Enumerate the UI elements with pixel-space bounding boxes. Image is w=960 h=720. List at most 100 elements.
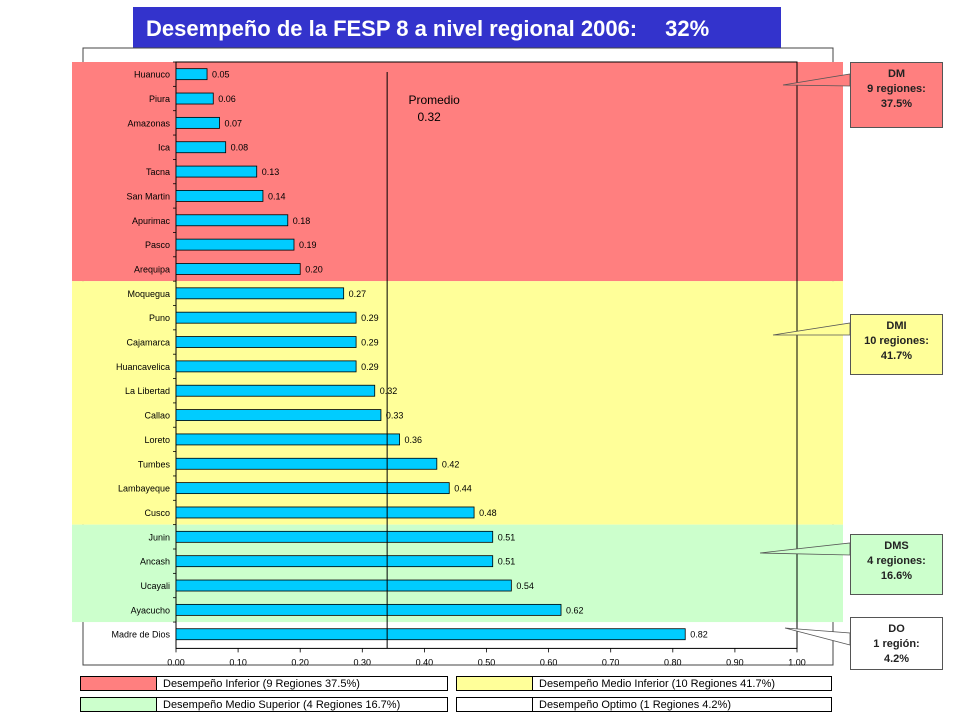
bar-tacna (175, 165, 258, 178)
callout-dmi: DMI 10 regiones: 41.7% (850, 314, 943, 375)
callout-dmi-pct: 41.7% (880, 350, 913, 362)
slide-title: Desempeño de la FESP 8 a nivel regional … (133, 7, 781, 50)
bar-san-martin (175, 190, 264, 202)
value-label: 0.42 (442, 459, 460, 469)
average-value-label: 0.32 (417, 110, 441, 124)
legend-item-optimo: Desempeño Optimo (1 Regiones 4.2%) (456, 697, 832, 712)
bar-junin (175, 530, 494, 543)
category-label: Tumbes (138, 459, 171, 469)
value-label: 0.51 (498, 557, 516, 567)
category-label: Ica (158, 143, 170, 153)
value-label: 0.62 (566, 605, 584, 615)
value-label: 0.29 (361, 313, 379, 323)
value-label: 0.27 (349, 289, 367, 299)
category-label: Moquegua (127, 289, 170, 299)
bar-apurimac (175, 214, 289, 227)
callout-do-count: 1 región: (873, 638, 920, 650)
value-label: 0.51 (498, 532, 516, 542)
category-label: Madre de Dios (111, 630, 170, 640)
legend-label-medio-superior: Desempeño Medio Superior (4 Regiones 16.… (163, 698, 401, 711)
category-label: Cusco (144, 508, 170, 518)
legend-label-medio-inferior: Desempeño Medio Inferior (10 Regiones 41… (539, 677, 776, 690)
value-label: 0.13 (262, 167, 280, 177)
average-label: Promedio (408, 93, 460, 107)
legend-swatch-medio-superior (81, 698, 157, 711)
bar-cusco (175, 506, 475, 519)
bar-ancash (175, 555, 494, 568)
x-tick-label: 0.50 (478, 657, 496, 667)
category-label: Pasco (145, 240, 170, 250)
value-label: 0.20 (305, 264, 323, 274)
category-label: Ayacucho (131, 605, 170, 615)
legend-swatch-optimo (457, 698, 533, 711)
category-label: Huanuco (134, 70, 170, 80)
bar-amazonas (175, 116, 220, 129)
callout-dm-pct: 37.5% (880, 98, 913, 110)
value-label: 0.14 (268, 191, 286, 201)
bar-arequipa (175, 263, 301, 275)
callout-dms-count: 4 regiones: (867, 555, 926, 567)
category-label: Amazonas (127, 118, 170, 128)
bar-tumbes (175, 457, 438, 470)
bar-ayacucho (175, 603, 562, 616)
callout-do: DO 1 región: 4.2% (850, 617, 943, 670)
value-label: 0.33 (386, 411, 404, 421)
value-label: 0.06 (218, 94, 236, 104)
bar-lambayeque (175, 482, 450, 495)
value-label: 0.36 (405, 435, 423, 445)
x-tick-label: 0.30 (354, 657, 372, 667)
x-tick-label: 0.60 (540, 657, 558, 667)
value-label: 0.18 (293, 216, 311, 226)
value-label: 0.29 (361, 338, 379, 348)
category-label: Apurimac (132, 216, 171, 226)
bar-loreto (175, 433, 400, 446)
legend-swatch-medio-inferior (457, 677, 533, 690)
category-label: Ancash (140, 557, 170, 567)
bar-moquegua (175, 287, 345, 300)
value-label: 0.44 (454, 484, 472, 494)
category-label: La Libertad (125, 386, 170, 396)
value-label: 0.82 (690, 630, 708, 640)
callout-dmi-code: DMI (886, 320, 907, 332)
x-tick-label: 0.20 (291, 657, 309, 667)
value-label: 0.07 (224, 118, 242, 128)
category-label: Ucayali (140, 581, 170, 591)
bar-piura (175, 92, 214, 105)
category-label: Cajamarca (126, 338, 170, 348)
value-label: 0.48 (479, 508, 497, 518)
x-tick-label: 0.00 (167, 657, 185, 667)
category-label: Puno (149, 313, 170, 323)
x-tick-label: 0.40 (416, 657, 434, 667)
category-label: San Martin (126, 191, 170, 201)
bar-huancavelica (175, 360, 357, 373)
legend-item-medio-inferior: Desempeño Medio Inferior (10 Regiones 41… (456, 676, 832, 691)
bar-ica (175, 141, 227, 154)
x-tick-label: 0.90 (726, 657, 744, 667)
callout-dm-count: 9 regiones: (867, 83, 926, 95)
bar-ucayali (175, 579, 512, 592)
value-label: 0.19 (299, 240, 317, 250)
x-tick-label: 0.80 (664, 657, 682, 667)
x-tick-label: 0.10 (229, 657, 247, 667)
callout-dmi-count: 10 regiones: (864, 335, 929, 347)
slide-title-text: Desempeño de la FESP 8 a nivel regional … (146, 15, 638, 41)
category-label: Junin (148, 532, 170, 542)
callout-do-code: DO (888, 623, 905, 635)
callout-dm: DM 9 regiones: 37.5% (850, 62, 943, 128)
callout-do-pct: 4.2% (883, 653, 910, 665)
value-label: 0.08 (231, 143, 249, 153)
bar-huanuco (175, 68, 208, 81)
category-label: Loreto (144, 435, 170, 445)
value-label: 0.29 (361, 362, 379, 372)
category-label: Callao (144, 411, 170, 421)
legend-label-inferior: Desempeño Inferior (9 Regiones 37.5%) (163, 677, 360, 690)
x-tick-label: 1.00 (788, 657, 806, 667)
category-label: Huancavelica (116, 362, 170, 372)
bar-la-libertad (175, 384, 376, 397)
category-label: Piura (149, 94, 170, 104)
value-label: 0.32 (380, 386, 398, 396)
bar-madre-de-dios (175, 628, 686, 641)
value-label: 0.54 (516, 581, 534, 591)
bar-cajamarca (175, 336, 357, 348)
